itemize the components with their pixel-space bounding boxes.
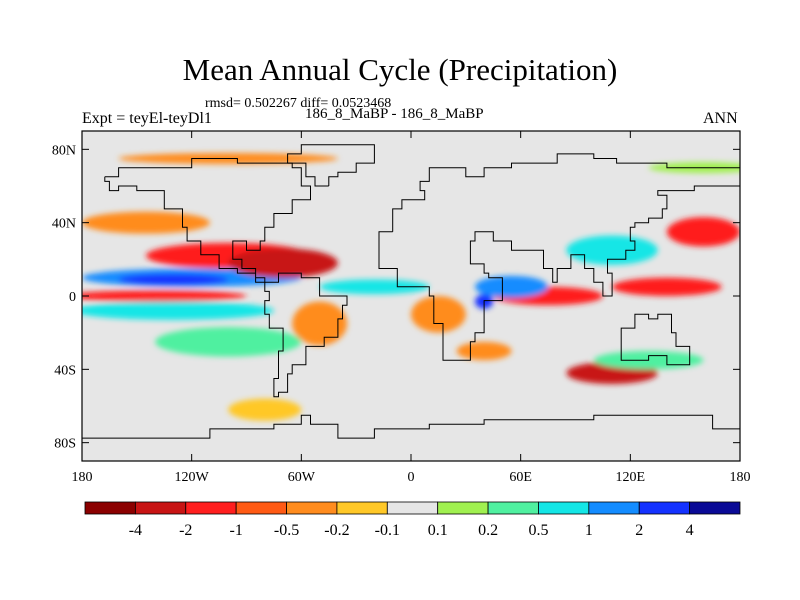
x-tick-label: 120W [175,470,210,485]
colorbar-swatch [134,501,187,515]
north-america-outline [104,158,311,283]
run-comparison-label: 186_8_MaBP - 186_8_MaBP [305,106,484,122]
season-label: ANN [703,110,738,127]
colorbar-swatch [538,501,590,515]
antarctica-coast-outline [82,414,740,439]
colorbar-label: -2 [179,522,192,539]
colorbar-label: -0.1 [375,522,400,539]
y-tick-label: 40N [52,217,76,232]
field-mid-latitude-pacific-orange [82,211,210,234]
colorbar-label: 0.5 [528,522,548,539]
x-tick-label: 0 [408,470,415,485]
y-tick-label: 0 [69,290,76,305]
x-tick-label: 180 [72,470,93,485]
colorbar-label: -4 [129,522,142,539]
y-tick-label: 80N [52,143,76,158]
y-tick-label: 40S [54,363,76,378]
colorbar-swatch [638,501,691,515]
field-southern-ocean-yellow [228,398,302,421]
colorbar-swatch [84,501,136,515]
colorbar-label: 4 [686,522,694,539]
x-tick-label: 180 [730,470,751,485]
rmsd-diff-stats: rmsd= 0.502267 diff= 0.0523468 [205,96,392,111]
y-tick-label: 80S [54,437,76,452]
axis-ticks: 180 120W 60W 0 60E 120E 180 80N 40N 0 40S 80S [52,131,751,485]
colorbar-label: 1 [585,522,593,539]
colorbar-label: 0.1 [428,522,448,539]
field-south-pacific-positive [82,301,274,320]
field-north-pacific-west-negative [666,217,740,247]
continent-outlines [82,144,740,439]
colorbar-swatch [235,501,287,515]
field-equatorial-pacific-negative [82,290,247,302]
field-south-america-negative [292,301,348,346]
australia-outline [620,313,691,366]
colorbar-label: 2 [635,522,643,539]
colorbar: -4 -2 -1 -0.5 -0.2 -0.1 0.1 0.2 0.5 1 2 4 [84,501,741,539]
colorbar-swatch [185,501,237,515]
field-west-pacific-negative [612,277,722,297]
colorbar-label: -1 [229,522,242,539]
colorbar-swatch [487,501,539,515]
x-tick-label: 120E [616,470,646,485]
field-east-asia-positive [566,235,658,265]
chart-title: Mean Annual Cycle (Precipitation) [182,52,618,87]
eurasia-africa-outline [378,153,740,361]
colorbar-label: 0.2 [478,522,498,539]
colorbar-swatch [286,501,338,515]
colorbar-swatch [336,501,388,515]
x-tick-label: 60E [509,470,532,485]
colorbar-swatch [588,501,640,515]
colorbar-swatch [689,501,741,515]
field-tropical-pacific-north-core [118,274,229,285]
colorbar-swatch [386,501,439,515]
x-tick-label: 60W [288,470,316,485]
experiment-label: Expt = teyEl-teyDl1 [82,110,212,127]
field-africa-negative [411,296,466,333]
colorbar-label: -0.5 [274,522,299,539]
field-southern-ocean-orange [456,341,512,361]
colorbar-swatch [437,501,489,515]
field-atlantic-itcz-positive [319,279,430,295]
greenland-outline [287,144,375,187]
south-america-outline [264,272,348,398]
colorbar-label: -0.2 [324,522,349,539]
field-indian-ocean-positive [474,275,549,298]
field-south-pacific-east-positive [155,327,302,357]
